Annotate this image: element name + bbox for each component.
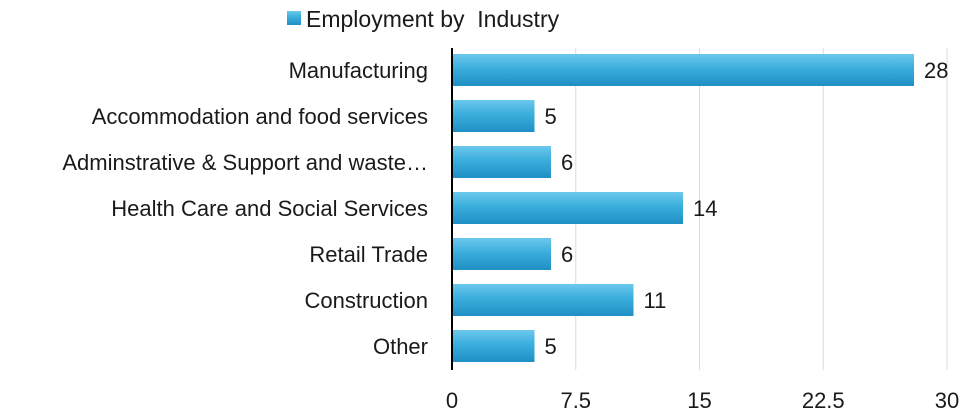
x-tick-label: 0 [446,388,458,413]
x-tick-labels: 0 7.5 15 22.5 30 [446,388,959,413]
category-label: Accommodation and food services [92,104,428,129]
category-label: Retail Trade [309,242,428,267]
bar [452,238,551,270]
category-label: Health Care and Social Services [111,196,428,221]
x-tick-label: 22.5 [802,388,845,413]
x-tick-label: 7.5 [560,388,591,413]
x-tick-label: 30 [935,388,959,413]
legend-label: Employment by Industry [306,6,560,32]
bar [452,54,914,86]
category-label: Adminstrative & Support and waste… [62,150,428,175]
data-label: 5 [545,334,557,359]
bar [452,192,683,224]
data-label: 28 [924,58,948,83]
category-label: Other [373,334,428,359]
category-label: Manufacturing [289,58,428,83]
bar [452,284,634,316]
x-tick-label: 15 [687,388,711,413]
bar [452,330,535,362]
category-label: Construction [304,288,428,313]
data-label: 6 [561,242,573,267]
legend-swatch [287,11,301,25]
bars [452,54,914,362]
bar [452,100,535,132]
data-label: 5 [545,104,557,129]
category-labels: Manufacturing Accommodation and food serv… [62,58,428,359]
data-label: 14 [693,196,717,221]
data-label: 6 [561,150,573,175]
bar [452,146,551,178]
data-label: 11 [644,288,667,313]
legend: Employment by Industry [287,6,560,32]
